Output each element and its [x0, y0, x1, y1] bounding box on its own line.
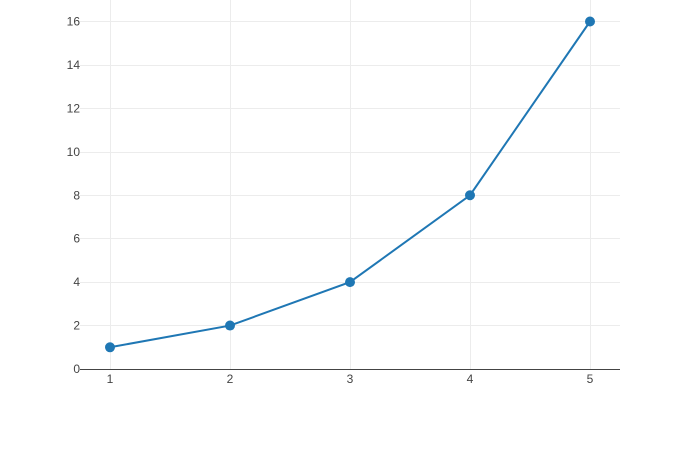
svg-text:1: 1 [107, 372, 114, 386]
svg-text:4: 4 [73, 275, 80, 289]
svg-text:12: 12 [67, 101, 81, 115]
svg-text:16: 16 [67, 15, 81, 29]
svg-text:6: 6 [73, 232, 80, 246]
svg-text:4: 4 [467, 372, 474, 386]
svg-text:2: 2 [73, 319, 80, 333]
svg-text:0: 0 [73, 362, 80, 376]
svg-text:3: 3 [347, 372, 354, 386]
svg-text:8: 8 [73, 188, 80, 202]
svg-text:14: 14 [67, 58, 81, 72]
svg-text:5: 5 [587, 372, 594, 386]
svg-text:2: 2 [227, 372, 234, 386]
svg-text:10: 10 [67, 145, 81, 159]
